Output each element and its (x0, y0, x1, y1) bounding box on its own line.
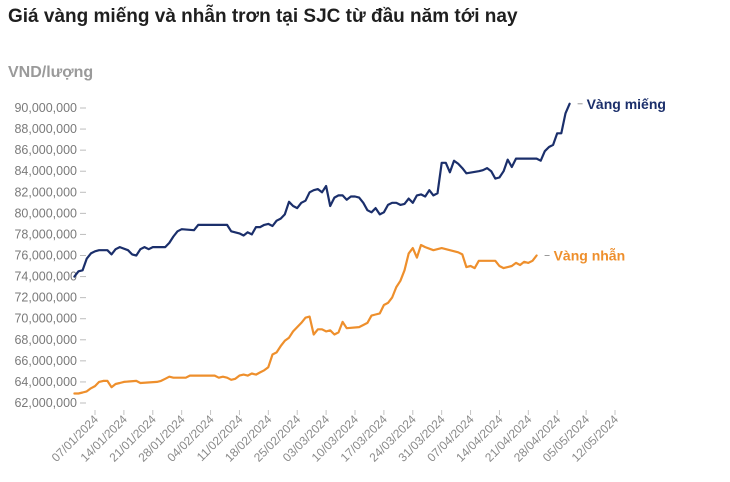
x-axis-ticks: 07/01/202414/01/202421/01/202428/01/2024… (49, 410, 621, 465)
y-tick-label: 66,000,000 (14, 354, 77, 368)
y-axis-unit-label: VND/lượng (8, 64, 94, 81)
y-tick-label: 74,000,000 (14, 270, 77, 284)
series-label-vang-nhan: Vàng nhẫn (554, 248, 626, 264)
y-tick-label: 90,000,000 (14, 101, 77, 115)
y-tick-label: 86,000,000 (14, 143, 77, 157)
y-tick-label: 68,000,000 (14, 333, 77, 347)
y-tick-label: 70,000,000 (14, 312, 77, 326)
y-tick-label: 62,000,000 (14, 396, 77, 410)
series-line-vang-mieng (73, 102, 571, 278)
y-tick-label: 88,000,000 (14, 122, 77, 136)
y-tick-label: 80,000,000 (14, 206, 77, 220)
y-tick-label: 78,000,000 (14, 227, 77, 241)
series-lines (73, 102, 571, 395)
y-tick-label: 84,000,000 (14, 164, 77, 178)
chart-title: Giá vàng miếng và nhẫn trơn tại SJC từ đ… (8, 6, 518, 27)
series-labels: Vàng miếng Vàng nhẫn (544, 96, 666, 264)
y-tick-label: 76,000,000 (14, 249, 77, 263)
y-tick-label: 82,000,000 (14, 185, 77, 199)
series-label-vang-mieng: Vàng miếng (587, 96, 666, 112)
y-tick-label: 64,000,000 (14, 375, 77, 389)
y-tick-label: 72,000,000 (14, 291, 77, 305)
y-axis-ticks: 62,000,000 64,000,000 66,000,000 68,000,000… (14, 101, 86, 410)
series-line-vang-nhan (73, 243, 538, 395)
